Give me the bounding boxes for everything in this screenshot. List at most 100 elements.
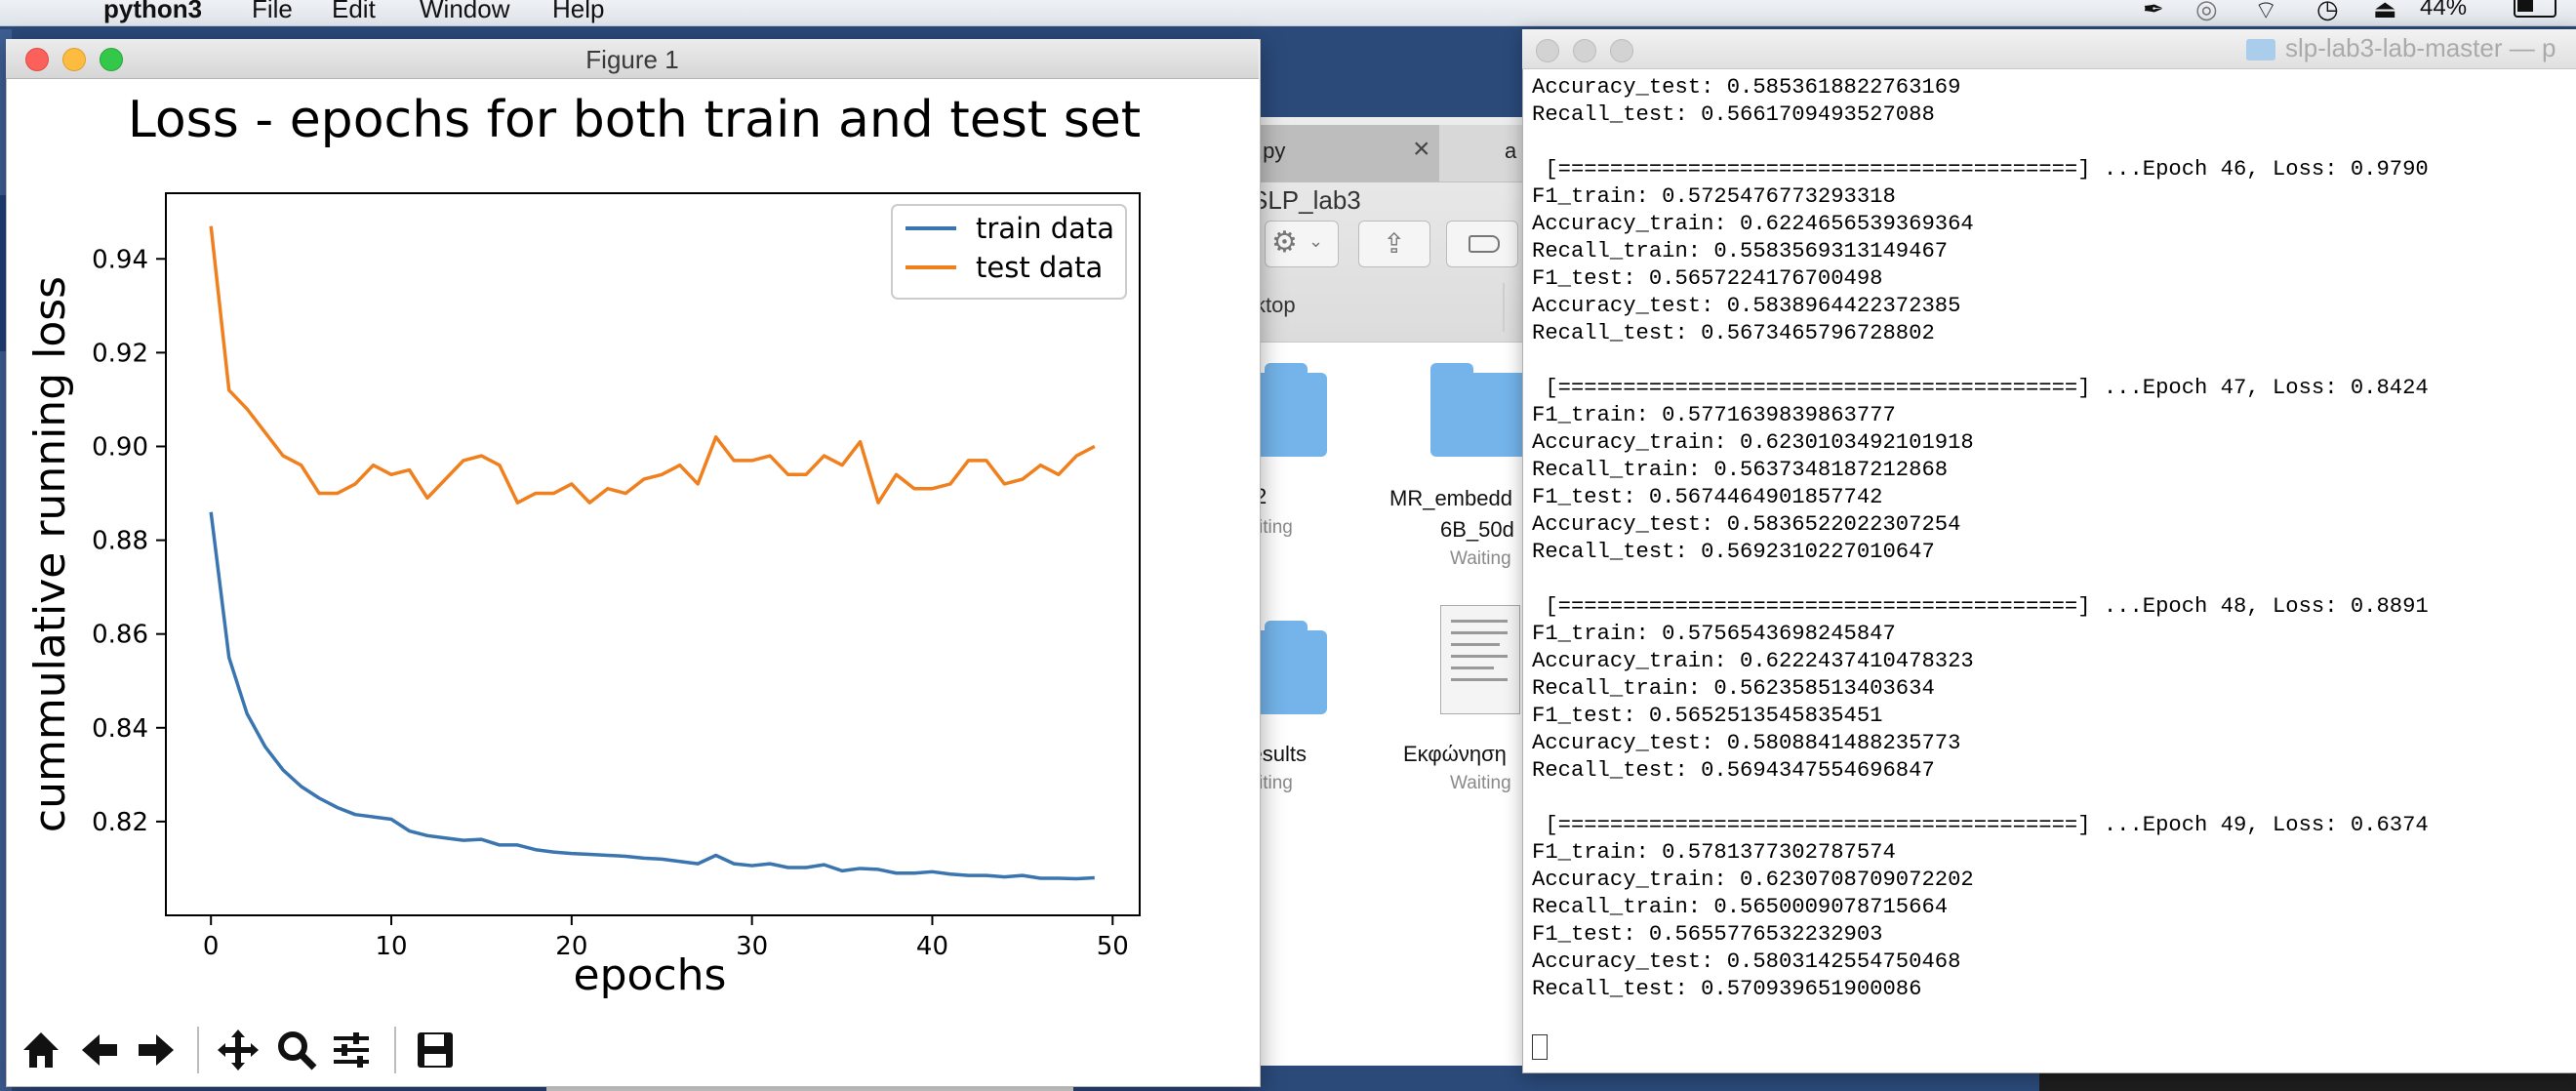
terminal-line: Recall_train: 0.5583569313149467 xyxy=(1532,239,1949,263)
terminal-blank-line xyxy=(1532,566,2566,593)
finder-path-title: SLP_lab3 xyxy=(1251,185,1361,215)
y-axis-label: cummulative running loss xyxy=(25,276,75,832)
toolbar-separator xyxy=(197,1027,199,1073)
pan-icon xyxy=(218,1030,259,1071)
document-icon[interactable] xyxy=(1440,605,1520,714)
back-icon xyxy=(82,1034,117,1066)
battery-icon[interactable] xyxy=(2514,0,2556,18)
wifi-icon[interactable]: ⌔ xyxy=(2254,0,2278,24)
x-tick-label: 0 xyxy=(203,932,220,961)
x-tick-label: 10 xyxy=(375,932,407,961)
legend: train data test data xyxy=(891,204,1127,300)
terminal-line: Accuracy_test: 0.5803142554750468 xyxy=(1532,950,1961,974)
figure-titlebar[interactable] xyxy=(6,39,1259,79)
y-tick-label: 0.84 xyxy=(92,714,148,744)
column-divider xyxy=(1503,283,1505,332)
file-name-line2: 6B_50d xyxy=(1440,517,1514,542)
minimize-button[interactable] xyxy=(1573,39,1596,62)
menu-file[interactable]: File xyxy=(252,0,293,23)
terminal-window[interactable] xyxy=(1522,29,2576,1073)
close-button[interactable] xyxy=(1536,39,1559,62)
menu-bar: python3 File Edit Window Help ✒ ◎ ⌔ ◷ ⏏ … xyxy=(0,0,2576,26)
forward-button[interactable] xyxy=(131,1025,181,1075)
zoom-icon xyxy=(278,1031,317,1071)
file-name[interactable]: MR_embedd xyxy=(1389,486,1512,510)
file-status: Waiting xyxy=(1450,773,1511,793)
maximize-button[interactable] xyxy=(1610,39,1633,62)
x-tick-label: 50 xyxy=(1097,932,1129,961)
configure-subplots-button[interactable] xyxy=(326,1025,377,1075)
feather-status-icon[interactable]: ✒ xyxy=(2143,0,2164,23)
file-name[interactable]: Εκφώνηση xyxy=(1403,742,1507,766)
terminal-line: Recall_test: 0.5694347554696847 xyxy=(1532,758,1935,783)
terminal-line: Accuracy_test: 0.5836522022307254 xyxy=(1532,512,1961,537)
terminal-line: Accuracy_test: 0.5808841488235773 xyxy=(1532,731,1961,755)
terminal-line: Accuracy_train: 0.6230103492101918 xyxy=(1532,430,1974,455)
airplay-icon[interactable]: ⏏ xyxy=(2373,0,2397,23)
toolbar-separator xyxy=(394,1027,396,1073)
save-icon xyxy=(418,1032,453,1068)
finder-action-button[interactable]: ⚙ ⌄ xyxy=(1265,221,1339,267)
configure-subplots-icon xyxy=(334,1032,369,1068)
terminal-line: F1_train: 0.5771639839863777 xyxy=(1532,403,1896,427)
legend-label-test: test data xyxy=(976,251,1103,284)
series-line-train xyxy=(209,511,1095,881)
finder-tag-button[interactable] xyxy=(1446,221,1518,267)
terminal-line: F1_test: 0.5655776532232903 xyxy=(1532,922,1883,947)
y-axis: 0.82 0.84 0.86 0.88 0.90 0.92 0.94 xyxy=(92,245,166,837)
menu-window[interactable]: Window xyxy=(420,0,510,23)
home-button[interactable] xyxy=(16,1025,66,1075)
terminal-blank-line xyxy=(1532,129,2566,156)
x-tick-label: 30 xyxy=(736,932,768,961)
terminal-line: F1_test: 0.5652513545835451 xyxy=(1532,704,1883,728)
terminal-line: Accuracy_train: 0.6224656539369364 xyxy=(1532,212,1974,236)
battery-fill xyxy=(2517,0,2533,12)
terminal-titlebar[interactable] xyxy=(1522,29,2576,69)
y-tick-label: 0.92 xyxy=(92,339,148,368)
chart-title: Loss - epochs for both train and test se… xyxy=(128,91,1141,149)
terminal-cursor xyxy=(1532,1034,1548,1060)
series-group xyxy=(209,225,1096,881)
terminal-line: Recall_test: 0.5673465796728802 xyxy=(1532,321,1935,345)
y-tick-label: 0.94 xyxy=(92,245,148,274)
terminal-line: [=======================================… xyxy=(1532,813,2429,837)
sync-status-icon[interactable]: ◎ xyxy=(2195,0,2218,23)
figure-window-title: Figure 1 xyxy=(585,45,679,74)
y-tick-label: 0.82 xyxy=(92,808,148,837)
close-button[interactable] xyxy=(25,48,49,71)
pan-button[interactable] xyxy=(213,1025,263,1075)
terminal-output[interactable]: Accuracy_test: 0.5853618822763169 Recall_… xyxy=(1532,74,2566,1003)
terminal-line: [=======================================… xyxy=(1532,594,2429,619)
terminal-line: Recall_train: 0.5637348187212868 xyxy=(1532,458,1949,482)
tag-icon xyxy=(1469,235,1500,253)
menu-edit[interactable]: Edit xyxy=(332,0,376,23)
loss-chart[interactable]: Loss - epochs for both train and test se… xyxy=(6,80,1259,1019)
maximize-button[interactable] xyxy=(100,48,123,71)
menu-app-name[interactable]: python3 xyxy=(103,0,203,23)
terminal-line: [=======================================… xyxy=(1532,376,2429,400)
finder-tab2-label[interactable]: a xyxy=(1505,139,1517,163)
file-status: iting xyxy=(1259,517,1293,538)
battery-percentage[interactable]: 44% xyxy=(2420,0,2468,20)
finder-share-button[interactable]: ⇪ xyxy=(1358,221,1430,267)
x-tick-label: 40 xyxy=(916,932,948,961)
back-button[interactable] xyxy=(74,1025,125,1075)
folder-icon[interactable] xyxy=(1430,373,1538,457)
tab-close-icon[interactable]: × xyxy=(1413,133,1430,165)
minimize-button[interactable] xyxy=(62,48,86,71)
terminal-line: Recall_test: 0.5692310227010647 xyxy=(1532,540,1935,564)
time-machine-icon[interactable]: ◷ xyxy=(2316,0,2339,23)
terminal-line: Accuracy_test: 0.5838964422372385 xyxy=(1532,294,1961,318)
file-status: iting xyxy=(1259,773,1293,793)
menu-help[interactable]: Help xyxy=(552,0,605,23)
zoom-button[interactable] xyxy=(271,1025,322,1075)
terminal-title: slp-lab3-lab-master — p xyxy=(2285,33,2556,62)
terminal-line: Accuracy_test: 0.5853618822763169 xyxy=(1532,75,1961,100)
finder-sidebar-label[interactable]: ktop xyxy=(1255,293,1296,317)
series-line-test xyxy=(209,225,1096,505)
y-tick-label: 0.86 xyxy=(92,621,148,650)
terminal-line: F1_train: 0.5781377302787574 xyxy=(1532,840,1896,865)
save-button[interactable] xyxy=(410,1025,461,1075)
folder-icon xyxy=(2246,39,2275,61)
legend-label-train: train data xyxy=(976,212,1114,245)
